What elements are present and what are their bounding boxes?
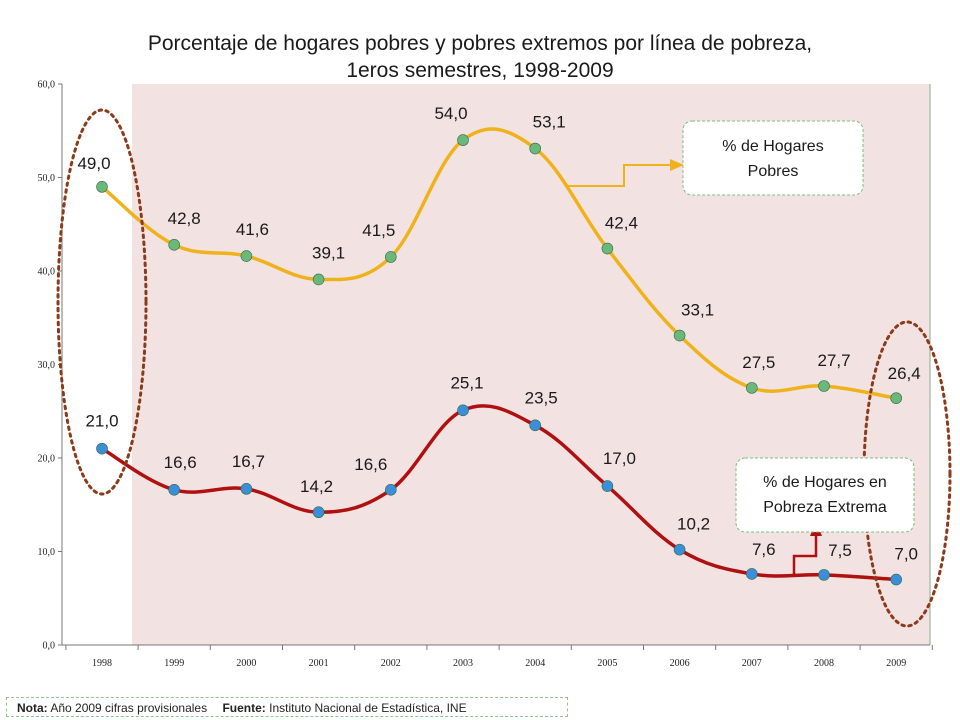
series-markers — [96, 134, 903, 586]
data-point-extrema — [96, 442, 108, 455]
chart-title-line2: 1eros semestres, 1998-2009 — [346, 59, 613, 82]
data-point-extrema — [168, 483, 180, 496]
data-point-pobres — [529, 142, 542, 155]
data-label-extrema: 10,2 — [677, 515, 710, 534]
data-point-pobres — [457, 134, 469, 146]
data-label-pobres: 26,4 — [888, 364, 921, 383]
x-tick-label: 2001 — [309, 658, 329, 669]
data-label-pobres: 42,4 — [605, 214, 638, 233]
data-label-pobres: 27,5 — [742, 353, 775, 372]
data-label-pobres: 39,1 — [312, 243, 345, 262]
x-tick-label: 1999 — [164, 658, 184, 669]
x-tick-label: 2006 — [670, 658, 690, 669]
x-tick-label: 2002 — [381, 658, 401, 669]
data-label-extrema: 25,1 — [450, 373, 483, 392]
series-labels: 49,0 42,8 41,6 39,1 41,5 54,0 53,1 42,4 33,1 27,5… — [77, 104, 920, 563]
legend-text-pobres-line2: Pobres — [748, 163, 799, 180]
x-tick-label: 2005 — [597, 658, 617, 669]
legend-box-pobres — [682, 120, 864, 196]
note-text: Año 2009 cifras provisionales — [50, 701, 208, 715]
x-tick-label: 2009 — [886, 658, 906, 669]
data-point-pobres — [168, 239, 180, 251]
data-label-extrema: 23,5 — [525, 388, 558, 407]
x-tick-label: 2007 — [742, 658, 762, 669]
data-label-extrema: 16,6 — [164, 453, 197, 472]
data-point-extrema — [384, 483, 397, 496]
x-tick-label: 2004 — [525, 658, 545, 669]
legend-arrow-pobres — [566, 164, 672, 187]
source-text: Instituto Nacional de Estadística, INE — [269, 701, 467, 715]
data-label-extrema: 7,5 — [828, 541, 852, 560]
data-point-pobres — [818, 380, 830, 392]
data-label-pobres: 41,5 — [362, 221, 395, 240]
y-tick-label: 0,0 — [43, 641, 56, 652]
data-point-pobres — [96, 181, 108, 193]
y-axis-ticks: 0,0 10,0 20,0 30,0 40,0 50,0 60,0 — [38, 80, 62, 652]
data-point-pobres — [890, 392, 903, 404]
data-label-pobres: 49,0 — [77, 154, 110, 173]
data-label-extrema: 14,2 — [300, 477, 333, 496]
footer-note: Nota: Año 2009 cifras provisionales Fuen… — [6, 697, 568, 717]
data-point-pobres — [601, 242, 614, 255]
y-tick-label: 20,0 — [38, 454, 56, 465]
y-tick-label: 50,0 — [38, 173, 56, 184]
data-point-pobres — [673, 329, 686, 342]
chart-title-line1: Porcentaje de hogares pobres y pobres ex… — [148, 32, 812, 55]
x-tick-label: 1998 — [92, 658, 112, 669]
data-label-extrema: 16,6 — [354, 455, 387, 474]
data-point-extrema — [818, 569, 830, 581]
highlight-ellipse-1998 — [56, 108, 148, 496]
y-tick-label: 60,0 — [38, 80, 56, 91]
y-tick-label: 30,0 — [38, 360, 56, 371]
legend-arrow-pobres-head — [670, 159, 684, 171]
legend-text-extrema-line2: Pobreza Extrema — [763, 499, 887, 516]
data-label-pobres: 54,0 — [434, 104, 467, 123]
legend-box-extrema — [735, 457, 915, 533]
data-point-extrema — [457, 404, 469, 417]
legend-text-pobres-line1: % de Hogares — [722, 138, 823, 155]
data-label-extrema: 7,0 — [894, 545, 918, 564]
data-point-pobres — [240, 250, 253, 262]
data-label-pobres: 42,8 — [168, 209, 201, 228]
note-label: Nota: — [17, 701, 48, 715]
data-label-extrema: 21,0 — [85, 412, 118, 431]
data-point-pobres — [312, 273, 325, 286]
x-axis-ticks: 1998 1999 2000 2001 2002 2003 2004 2005 2006 2007… — [65, 645, 933, 669]
data-point-pobres — [745, 382, 758, 394]
y-tick-label: 40,0 — [38, 267, 56, 278]
data-point-extrema — [745, 568, 758, 580]
data-point-extrema — [312, 506, 325, 519]
data-point-extrema — [601, 480, 614, 492]
data-point-pobres — [384, 251, 397, 263]
data-label-extrema: 7,6 — [752, 540, 776, 559]
data-label-extrema: 16,7 — [232, 452, 265, 471]
data-point-extrema — [529, 419, 542, 432]
source-label: Fuente: — [222, 701, 266, 715]
data-label-pobres: 53,1 — [533, 113, 566, 132]
legend-text-extrema-line1: % de Hogares en — [763, 474, 887, 491]
data-point-extrema — [240, 483, 253, 495]
y-tick-label: 10,0 — [38, 547, 56, 558]
data-label-pobres: 27,7 — [817, 351, 850, 370]
x-tick-label: 2008 — [814, 658, 834, 669]
x-tick-label: 2003 — [453, 658, 473, 669]
data-point-extrema — [890, 573, 903, 586]
data-label-pobres: 33,1 — [681, 301, 714, 320]
data-label-extrema: 17,0 — [603, 449, 636, 468]
data-point-extrema — [673, 543, 686, 556]
legend-arrow-extrema — [792, 535, 818, 576]
data-label-pobres: 41,6 — [236, 220, 269, 239]
x-tick-label: 2000 — [236, 658, 256, 669]
